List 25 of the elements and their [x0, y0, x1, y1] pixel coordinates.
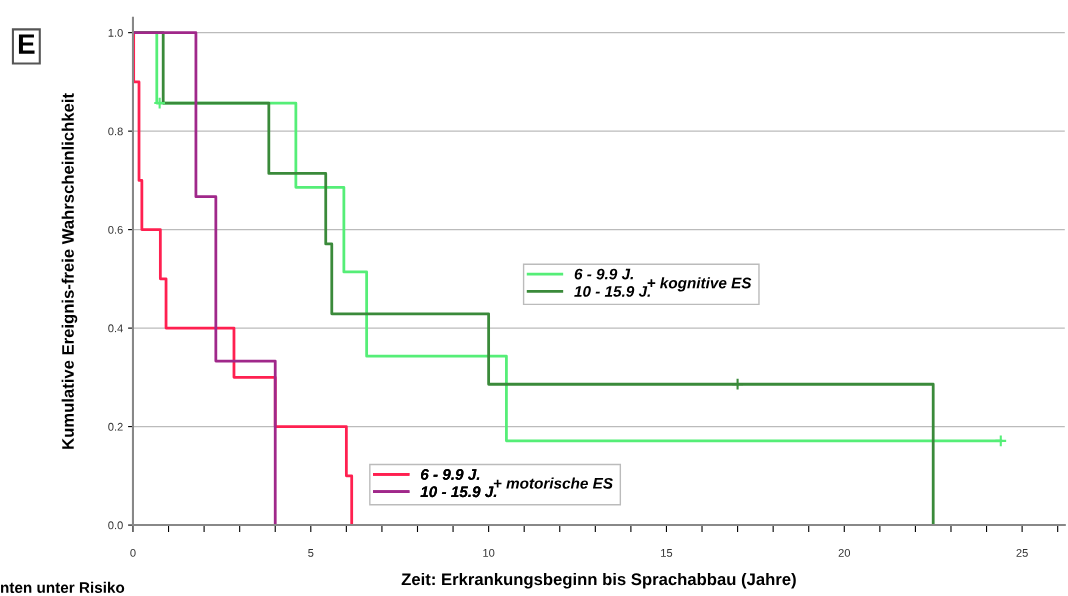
x-axis-title: Zeit: Erkrankungsbeginn bis Sprachabbau (Jahre) [401, 572, 796, 589]
point [731, 377, 745, 391]
y-tick-label: 1.0 [108, 28, 123, 37]
legend-label: 10 - 15.9 J. [420, 486, 497, 498]
legend-label: 10 - 15.9 J. [574, 285, 650, 297]
x-tick-label: 25 [1016, 548, 1028, 557]
x-tick-label: 20 [838, 548, 851, 557]
y-axis-title: Kumulative Ereignis-freie Wahrscheinlichkeit [61, 93, 78, 449]
text: E [18, 34, 35, 54]
y-tick-label: 0.0 [108, 521, 123, 530]
x-tick-label: 0 [130, 548, 136, 557]
annotation: + kognitive ES [647, 277, 752, 292]
point [153, 96, 167, 110]
x-tick-label: 15 [661, 549, 673, 557]
y-tick-label: 0.8 [108, 127, 123, 136]
x-tick-label: 5 [308, 549, 314, 557]
y-tick-label: 0.2 [108, 422, 123, 431]
y-tick-label: 0.6 [108, 225, 123, 234]
x-tick-label: 10 [483, 548, 495, 557]
legend-label: 6 - 9.9 J. [420, 469, 480, 480]
legend-label: 6 - 9.9 J. [574, 268, 633, 280]
text: nten unter Risiko [1, 581, 125, 593]
point [994, 434, 1008, 448]
annotation: + motorische ES [493, 477, 613, 489]
y-tick-label: 0.4 [108, 324, 123, 333]
